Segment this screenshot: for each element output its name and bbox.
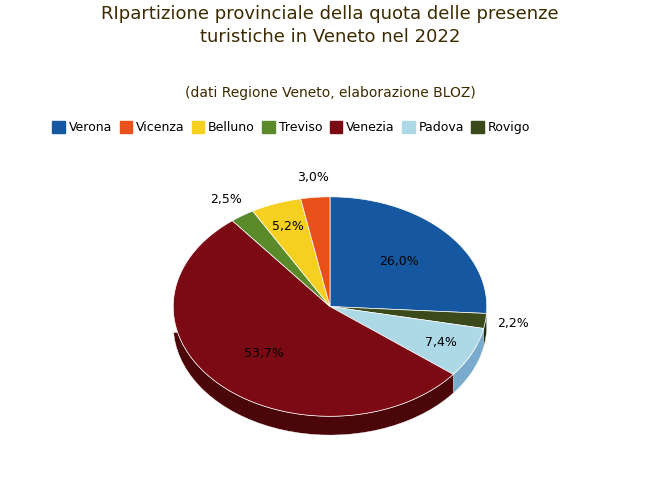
Polygon shape <box>330 307 484 375</box>
Text: (dati Regione Veneto, elaborazione BLOZ): (dati Regione Veneto, elaborazione BLOZ) <box>185 86 475 100</box>
Text: 2,2%: 2,2% <box>498 317 529 330</box>
Text: 2,5%: 2,5% <box>211 193 242 206</box>
Polygon shape <box>330 307 486 329</box>
Polygon shape <box>330 197 487 313</box>
Text: 3,0%: 3,0% <box>296 171 329 184</box>
Legend: Verona, Vicenza, Belluno, Treviso, Venezia, Padova, Rovigo: Verona, Vicenza, Belluno, Treviso, Venez… <box>52 121 530 134</box>
Polygon shape <box>300 197 330 307</box>
Text: 5,2%: 5,2% <box>272 220 304 233</box>
Text: 26,0%: 26,0% <box>379 255 418 268</box>
Polygon shape <box>253 199 330 307</box>
Polygon shape <box>173 221 453 416</box>
Text: 7,4%: 7,4% <box>425 336 457 349</box>
Polygon shape <box>330 307 486 347</box>
Polygon shape <box>232 211 330 307</box>
Polygon shape <box>174 307 453 435</box>
Polygon shape <box>330 307 486 332</box>
Text: RIpartizione provinciale della quota delle presenze
turistiche in Veneto nel 202: RIpartizione provinciale della quota del… <box>101 5 559 46</box>
Polygon shape <box>330 307 484 393</box>
Text: 53,7%: 53,7% <box>244 347 284 360</box>
